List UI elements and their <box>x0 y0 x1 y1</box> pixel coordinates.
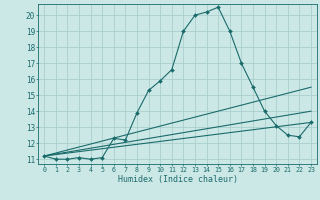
X-axis label: Humidex (Indice chaleur): Humidex (Indice chaleur) <box>118 175 238 184</box>
